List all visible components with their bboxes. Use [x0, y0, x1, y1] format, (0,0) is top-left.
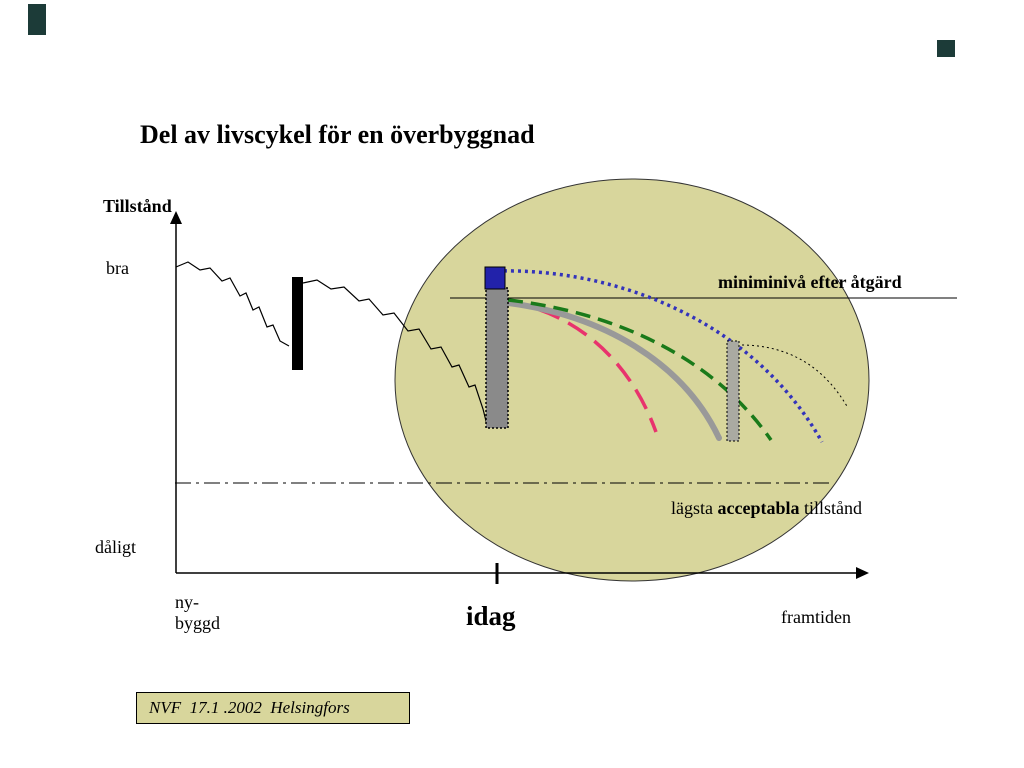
x-axis-future-label: framtiden	[781, 607, 851, 627]
scenario-curve-gray-thick	[505, 300, 722, 441]
future-action-bar	[726, 340, 740, 442]
x-origin-line1: ny-	[175, 592, 199, 612]
scenario-curve-green-dashed	[507, 298, 773, 441]
scenario-curve-blue-dotted	[496, 269, 824, 443]
condition-curve-after-maintenance	[302, 279, 488, 426]
highlight-ellipse	[394, 178, 870, 582]
condition-curve-before-maintenance	[175, 261, 290, 347]
x-axis-arrowhead	[856, 567, 869, 579]
y-axis-bottom-label: dåligt	[95, 537, 136, 557]
today-action-bar	[485, 287, 509, 429]
lowest-acceptable-prefix: lägsta	[671, 498, 718, 518]
y-axis-arrowhead	[170, 211, 182, 224]
scenario-curve-pink-dashed	[507, 300, 658, 433]
lowest-acceptable-suffix: tillstånd	[799, 498, 862, 518]
lowest-acceptable-annotation: lägsta acceptabla tillstånd	[671, 498, 862, 519]
y-axis-top-label: bra	[106, 258, 129, 278]
footer-credit-text: NVF 17.1 .2002 Helsingfors	[149, 698, 350, 717]
decorative-rect-top-right	[937, 40, 955, 57]
decorative-rect-top-left	[28, 4, 46, 35]
future-projection-dotted-curve	[736, 344, 849, 409]
x-axis-today-label: idag	[466, 601, 516, 631]
lowest-acceptable-bold: acceptabla	[717, 498, 800, 518]
today-action-blue-marker	[484, 266, 506, 290]
min-level-annotation: miniminivå efter åtgärd	[718, 272, 902, 292]
footer-credit-box: NVF 17.1 .2002 Helsingfors	[136, 692, 410, 724]
y-axis-label: Tillstånd	[103, 196, 172, 216]
x-axis-origin-label: ny- byggd	[175, 592, 220, 634]
x-origin-line2: byggd	[175, 613, 220, 633]
past-maintenance-bar	[292, 277, 303, 370]
page-title: Del av livscykel för en överbyggnad	[140, 120, 535, 149]
